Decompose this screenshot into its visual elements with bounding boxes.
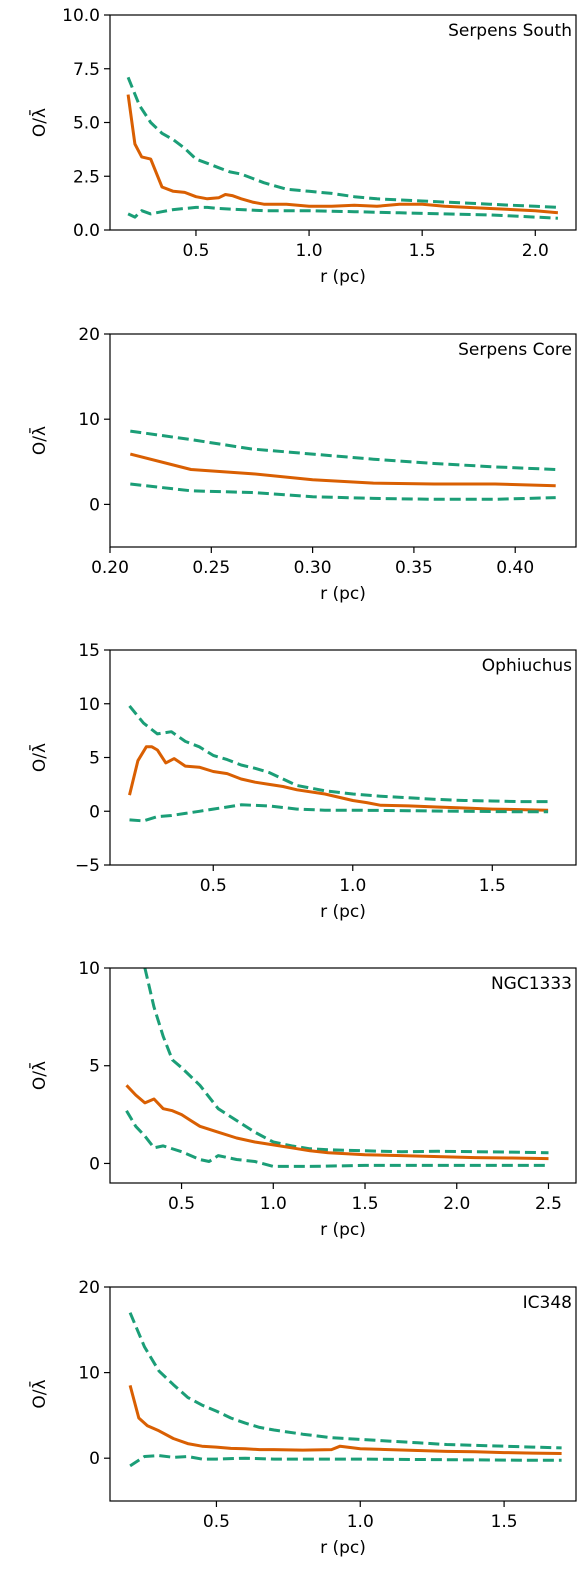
serpens-south-x-axis-label: r (pc) xyxy=(320,267,366,287)
ngc1333-x-axis-label: r (pc) xyxy=(320,1220,366,1240)
ngc1333-axes-frame xyxy=(109,967,577,1184)
serpens-south-series-lower-line xyxy=(127,205,558,220)
ngc1333-y-axis-label: O/λ̄ xyxy=(28,1061,50,1090)
serpens-south-x-tick-label: 2.0 xyxy=(522,241,549,261)
ngc1333-y-tick-label: 0 xyxy=(89,1154,100,1174)
ic348-y-tick-label: 10 xyxy=(78,1364,100,1384)
ic348-series-lower-line xyxy=(129,1454,562,1468)
ophiuchus-series-lower-line xyxy=(129,803,549,823)
ngc1333-panel-title: NGC1333 xyxy=(491,974,572,994)
serpens-core-y-tick-label: 0 xyxy=(89,495,100,515)
serpens-south-series-median-line xyxy=(126,94,559,215)
serpens-core-x-tick-label: 0.35 xyxy=(395,558,433,578)
serpens-core-panel-title: Serpens Core xyxy=(458,340,572,360)
serpens-core-series-median-line xyxy=(129,452,556,488)
serpens-core-y-axis-label: O/λ̄ xyxy=(28,426,50,455)
ngc1333-series-upper-line xyxy=(143,968,549,1155)
ophiuchus-y-tick-label: 10 xyxy=(78,695,100,715)
ic348-y-tick-label: 0 xyxy=(89,1449,100,1469)
ngc1333-x-tick-label: 2.0 xyxy=(443,1194,470,1214)
chart-ngc1333: 0.5 1.0 1.5 2.0 2.5 0 5 10 r (pc) O/λ̄ NGC1333 xyxy=(28,959,577,1240)
ic348-panel-title: IC348 xyxy=(523,1293,572,1313)
ic348-y-tick-label: 20 xyxy=(78,1278,100,1298)
ngc1333-series-median-line xyxy=(125,1084,549,1161)
serpens-core-series-upper-line xyxy=(130,429,556,471)
ophiuchus-y-tick-label: 5 xyxy=(89,749,100,769)
serpens-south-y-tick-label: 0.0 xyxy=(73,221,100,241)
ophiuchus-series-median-line xyxy=(128,745,549,812)
serpens-south-axes-frame xyxy=(109,14,577,231)
ic348-x-tick-label: 1.5 xyxy=(491,1512,518,1532)
ophiuchus-y-axis-label: O/λ̄ xyxy=(28,743,50,772)
serpens-core-y-tick-label: 20 xyxy=(78,325,100,345)
serpens-core-x-axis-label: r (pc) xyxy=(320,584,366,604)
ngc1333-series-lower-line xyxy=(125,1109,549,1168)
chart-serpens-south: 0.5 1.0 1.5 2.0 0.0 2.5 5.0 7.5 10.0 r (pc) O/λ̄ Se… xyxy=(28,6,577,287)
ngc1333-x-tick-label: 1.5 xyxy=(351,1194,378,1214)
serpens-south-x-tick-label: 1.5 xyxy=(409,241,436,261)
ophiuchus-x-tick-label: 0.5 xyxy=(200,876,227,896)
serpens-core-series-lower-line xyxy=(130,482,556,501)
ophiuchus-x-axis-label: r (pc) xyxy=(320,902,366,922)
ophiuchus-x-tick-label: 1.0 xyxy=(339,876,366,896)
ngc1333-y-tick-label: 5 xyxy=(89,1057,100,1077)
ic348-x-tick-label: 1.0 xyxy=(347,1512,374,1532)
ic348-series-median-line xyxy=(128,1385,562,1455)
ic348-x-tick-label: 0.5 xyxy=(203,1512,230,1532)
ophiuchus-axes-frame xyxy=(109,649,577,866)
ophiuchus-x-tick-label: 1.5 xyxy=(479,876,506,896)
ophiuchus-series-upper-line xyxy=(128,704,549,804)
serpens-south-y-tick-label: 7.5 xyxy=(73,60,100,80)
ngc1333-x-tick-label: 1.0 xyxy=(260,1194,287,1214)
serpens-south-y-tick-label: 2.5 xyxy=(73,167,100,187)
serpens-south-x-tick-label: 1.0 xyxy=(296,241,323,261)
ic348-y-axis-label: O/λ̄ xyxy=(28,1379,50,1408)
serpens-south-panel-title: Serpens South xyxy=(448,21,572,41)
ophiuchus-y-tick-label: −5 xyxy=(75,856,100,876)
serpens-core-x-tick-label: 0.20 xyxy=(91,558,129,578)
serpens-core-x-tick-label: 0.25 xyxy=(192,558,230,578)
ic348-series-upper-line xyxy=(128,1312,562,1450)
serpens-core-x-tick-label: 0.30 xyxy=(294,558,332,578)
ophiuchus-y-tick-label: 15 xyxy=(78,641,100,661)
chart-ic348: 0.5 1.0 1.5 0 10 20 r (pc) O/λ̄ IC348 xyxy=(28,1278,577,1558)
ngc1333-y-tick-label: 10 xyxy=(78,959,100,979)
serpens-south-y-tick-label: 10.0 xyxy=(62,6,100,26)
chart-ophiuchus: 0.5 1.0 1.5 −5 0 5 10 15 r (pc) O/λ̄ Ophiuchus xyxy=(28,641,577,922)
serpens-core-x-tick-label: 0.40 xyxy=(496,558,534,578)
ophiuchus-panel-title: Ophiuchus xyxy=(482,656,572,676)
ophiuchus-y-tick-label: 0 xyxy=(89,802,100,822)
ic348-axes-frame xyxy=(109,1286,577,1502)
ngc1333-x-tick-label: 0.5 xyxy=(168,1194,195,1214)
serpens-core-axes-frame xyxy=(109,333,577,548)
ngc1333-x-tick-label: 2.5 xyxy=(535,1194,562,1214)
serpens-core-y-tick-label: 10 xyxy=(78,410,100,430)
serpens-south-y-tick-label: 5.0 xyxy=(73,114,100,134)
serpens-south-y-axis-label: O/λ̄ xyxy=(28,108,50,137)
serpens-south-series-upper-line xyxy=(126,76,558,209)
chart-serpens-core: 0.20 0.25 0.30 0.35 0.40 0 10 20 r (pc) O/λ̄ Serpe… xyxy=(28,325,577,604)
ic348-x-axis-label: r (pc) xyxy=(320,1538,366,1558)
serpens-south-x-tick-label: 0.5 xyxy=(182,241,209,261)
